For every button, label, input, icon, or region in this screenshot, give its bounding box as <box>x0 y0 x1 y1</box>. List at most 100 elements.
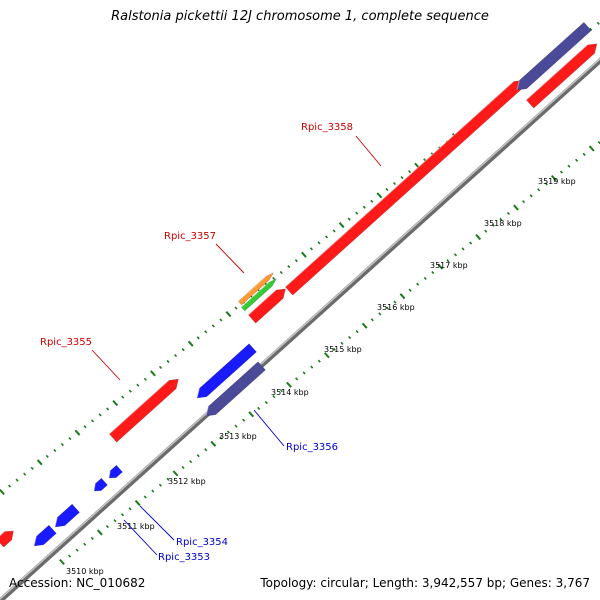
outer-tick-79 <box>596 21 600 25</box>
outer-tick-31 <box>234 306 238 310</box>
inner-tick-65 <box>550 174 557 182</box>
inner-tick-51 <box>446 259 450 263</box>
inner-tick-59 <box>506 211 510 216</box>
scale-label-3514: 3514 kbp <box>271 388 309 397</box>
gene-rpic-3358 <box>284 79 524 296</box>
inner-tick-56 <box>484 229 488 233</box>
inner-tick-36 <box>332 347 336 351</box>
outer-tick-10 <box>74 429 81 436</box>
leader-rpic-3357 <box>215 243 245 274</box>
outer-tick-0 <box>0 488 5 496</box>
outer-tick-42 <box>317 241 321 245</box>
inner-tick-31 <box>295 377 299 381</box>
inner-tick-64 <box>544 182 548 186</box>
outer-tick-15 <box>112 399 119 407</box>
inner-tick-61 <box>522 200 526 204</box>
inner-tick-49 <box>431 270 435 275</box>
outer-tick-44 <box>332 229 336 233</box>
scale-label-3516: 3516 kbp <box>377 303 415 312</box>
inner-tick-70 <box>588 145 595 152</box>
outer-tick-43 <box>325 235 329 239</box>
outer-tick-48 <box>362 205 366 209</box>
inner-tick-29 <box>279 389 283 393</box>
inner-tick-16 <box>181 465 185 470</box>
inner-tick-24 <box>242 418 246 422</box>
gene-rpic-3353b <box>54 503 80 528</box>
outer-tick-25 <box>187 340 194 347</box>
leader-rpic-3355 <box>91 349 121 381</box>
inner-tick-44 <box>393 300 397 304</box>
inner-tick-11 <box>143 495 147 499</box>
outer-tick-38 <box>287 265 291 269</box>
inner-tick-5 <box>96 529 103 536</box>
scale-label-3517: 3517 kbp <box>430 261 468 270</box>
inner-tick-40 <box>361 322 368 329</box>
gene-rpic-3356-fragment <box>247 288 286 324</box>
outer-tick-21 <box>158 365 163 369</box>
inner-tick-34 <box>317 359 321 363</box>
outer-tick-8 <box>60 442 64 447</box>
gene-labels: Rpic_3358 Rpic_3357 Rpic_3355 Rpic_3356 … <box>40 122 353 563</box>
inner-tick-35 <box>323 352 330 359</box>
gene-top-right-fragment <box>525 43 598 109</box>
inner-tick-8 <box>121 513 125 517</box>
inner-tick-46 <box>408 288 412 292</box>
gene-top-right-dark <box>516 21 592 91</box>
outer-tick-41 <box>309 247 313 251</box>
outer-tick-47 <box>355 211 359 215</box>
outer-tick-56 <box>423 158 427 162</box>
inner-tick-39 <box>355 330 359 334</box>
outer-tick-39 <box>294 259 298 263</box>
gene-rpic-3354 <box>93 477 108 492</box>
inner-tick-7 <box>113 519 117 523</box>
scale-label-3512: 3512 kbp <box>168 477 206 486</box>
inner-tick-18 <box>196 454 200 458</box>
outer-tick-17 <box>128 389 132 393</box>
outer-tick-27 <box>204 330 208 334</box>
scale-label-3510: 3510 kbp <box>66 567 104 576</box>
inner-tick-54 <box>469 241 473 245</box>
leader-rpic-3354 <box>139 505 175 541</box>
outer-tick-26 <box>196 336 200 340</box>
leader-rpic-3353 <box>123 519 158 556</box>
inner-tick-60 <box>513 204 519 211</box>
inner-tick-32 <box>302 371 306 375</box>
outer-tick-30 <box>225 310 232 318</box>
gene-label-rpic-3355[interactable]: Rpic_3355 <box>40 337 92 348</box>
inner-tick-26 <box>257 406 261 410</box>
outer-tick-78 <box>589 27 593 31</box>
inner-tick-55 <box>475 234 482 241</box>
feature-green <box>240 278 278 312</box>
outer-tick-49 <box>370 199 374 203</box>
inner-tick-1 <box>68 554 72 558</box>
inner-tick-23 <box>234 424 238 428</box>
sequence-backbone <box>0 57 600 600</box>
outer-tick-6 <box>45 454 49 458</box>
outer-tick-36 <box>272 276 276 281</box>
outer-tick-13 <box>98 413 102 417</box>
gene-left-fragment <box>0 530 14 548</box>
gene-label-rpic-3358[interactable]: Rpic_3358 <box>301 122 353 133</box>
scale-label-3513: 3513 kbp <box>219 432 257 441</box>
gene-label-rpic-3353[interactable]: Rpic_3353 <box>158 552 210 563</box>
outer-tick-12 <box>91 419 95 423</box>
inner-tick-3 <box>83 542 87 546</box>
gene-rpic-3354b <box>108 464 123 479</box>
outer-tick-22 <box>166 359 170 364</box>
outer-tick-9 <box>68 437 72 441</box>
gene-label-rpic-3354[interactable]: Rpic_3354 <box>176 537 228 548</box>
inner-tick-41 <box>370 318 374 322</box>
inner-tick-17 <box>189 459 193 464</box>
outer-tick-40 <box>301 251 307 258</box>
outer-tick-23 <box>174 353 178 358</box>
gene-label-rpic-3357[interactable]: Rpic_3357 <box>164 231 216 242</box>
inner-tick-10 <box>134 499 141 506</box>
gene-label-rpic-3356[interactable]: Rpic_3356 <box>286 442 338 453</box>
scale-label-3518: 3518 kbp <box>484 219 522 228</box>
outer-tick-7 <box>53 448 57 453</box>
outer-tick-20 <box>150 370 156 377</box>
inner-tick-22 <box>226 430 231 434</box>
scale-label-3515: 3515 kbp <box>324 345 362 354</box>
